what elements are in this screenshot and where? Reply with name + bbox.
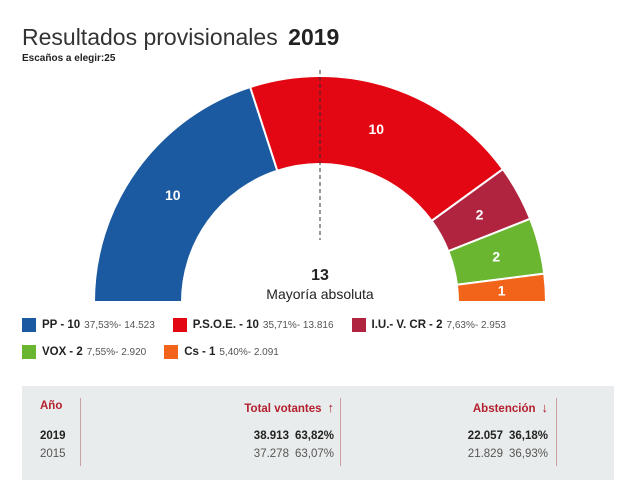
seat-label-0: 10 — [165, 187, 181, 203]
legend-swatch-vox — [22, 345, 36, 359]
legend-detail-cs: 5,40%- 2.091 — [219, 346, 279, 358]
legend-item-iu: I.U.- V. CR - 2 7,63%- 2.953 — [351, 318, 506, 332]
seat-label-2: 2 — [476, 206, 484, 222]
legend-name-iu: I.U.- V. CR — [371, 319, 427, 331]
majority-number: 13 — [311, 267, 329, 284]
legend-seats-vox: - 2 — [69, 346, 83, 358]
legend-detail-iu: 7,63%- 2.953 — [446, 319, 506, 331]
column-separator — [340, 398, 341, 466]
turnout-table: Año 2019 2015 Total votantes ↑ 38.913 63,8… — [22, 386, 614, 480]
legend-item-pp: PP - 10 37,53%- 14.523 — [22, 318, 155, 332]
legend-swatch-psoe — [172, 318, 187, 332]
col-year: Año 2019 2015 — [40, 400, 100, 466]
legend-row-2: VOX - 2 7,55%- 2.920 Cs - 1 5,40%- 2.091 — [22, 343, 622, 361]
legend-swatch-iu — [351, 318, 366, 332]
header-total: Total votantes ↑ — [244, 400, 335, 415]
header-year: Año — [40, 400, 63, 412]
title-year: 2019 — [288, 24, 340, 50]
seat-segment-4 — [455, 272, 548, 303]
legend-seats-pp: - 10 — [60, 319, 81, 331]
seat-label-1: 10 — [368, 121, 384, 137]
legend-item-psoe: P.S.O.E. - 10 35,71%- 13.816 — [172, 318, 334, 332]
legend-name-pp: PP — [42, 319, 58, 331]
legend-name-psoe: P.S.O.E. — [192, 319, 237, 331]
row-2019-total: 38.913 63,82% — [253, 430, 334, 442]
seat-segment-1 — [248, 75, 505, 223]
legend-row-1: PP - 10 37,53%- 14.523 P.S.O.E. - 10 35,71… — [22, 316, 622, 334]
arrow-up-icon: ↑ — [327, 400, 335, 415]
row-2019-abstention: 22.057 36,18% — [467, 430, 548, 442]
row-2015-total: 37.278 63,07% — [253, 448, 334, 460]
seats-value: 25 — [104, 53, 116, 64]
legend-detail-pp: 37,53%- 14.523 — [84, 319, 155, 331]
seats-to-elect: Escaños a elegir:25 — [22, 53, 115, 64]
hemicycle-chart: 10 10 2 2 1 13 Mayoría absoluta — [92, 70, 548, 303]
legend-seats-cs: - 1 — [201, 346, 216, 358]
legend: PP - 10 37,53%- 14.523 P.S.O.E. - 10 35,71… — [22, 316, 622, 370]
legend-name-cs: Cs — [184, 346, 199, 358]
legend-swatch-cs — [164, 345, 179, 359]
majority-label: Mayoría absoluta — [266, 286, 374, 302]
row-2015-abstention: 21.829 36,93% — [467, 448, 548, 460]
row-2015-year: 2015 — [40, 448, 66, 460]
page-title: Resultados provisionales 2019 — [22, 24, 339, 51]
legend-swatch-pp — [22, 318, 36, 332]
header-abstention: Abstención ↓ — [472, 400, 549, 415]
seat-label-3: 2 — [492, 249, 500, 265]
col-total: Total votantes ↑ 38.913 63,82% 37.278 63,07… — [172, 400, 334, 466]
legend-item-vox: VOX - 2 7,55%- 2.920 — [22, 345, 146, 359]
column-separator — [556, 398, 557, 466]
legend-seats-psoe: - 10 — [239, 319, 259, 331]
row-2019-year: 2019 — [40, 430, 66, 442]
seats-label: Escaños a elegir: — [22, 53, 105, 64]
title-text: Resultados provisionales — [22, 24, 278, 50]
legend-detail-psoe: 35,71%- 13.816 — [262, 319, 334, 331]
column-separator — [80, 398, 81, 466]
arrow-down-icon: ↓ — [541, 400, 549, 415]
legend-seats-iu: - 2 — [429, 319, 443, 331]
legend-name-vox: VOX — [42, 346, 67, 358]
legend-item-cs: Cs - 1 5,40%- 2.091 — [164, 345, 279, 359]
col-abstention: Abstención ↓ 22.057 36,18% 21.829 36,93% — [402, 400, 548, 466]
legend-detail-vox: 7,55%- 2.920 — [86, 346, 147, 358]
seat-segment-0 — [92, 85, 279, 303]
seat-label-4: 1 — [498, 283, 506, 299]
